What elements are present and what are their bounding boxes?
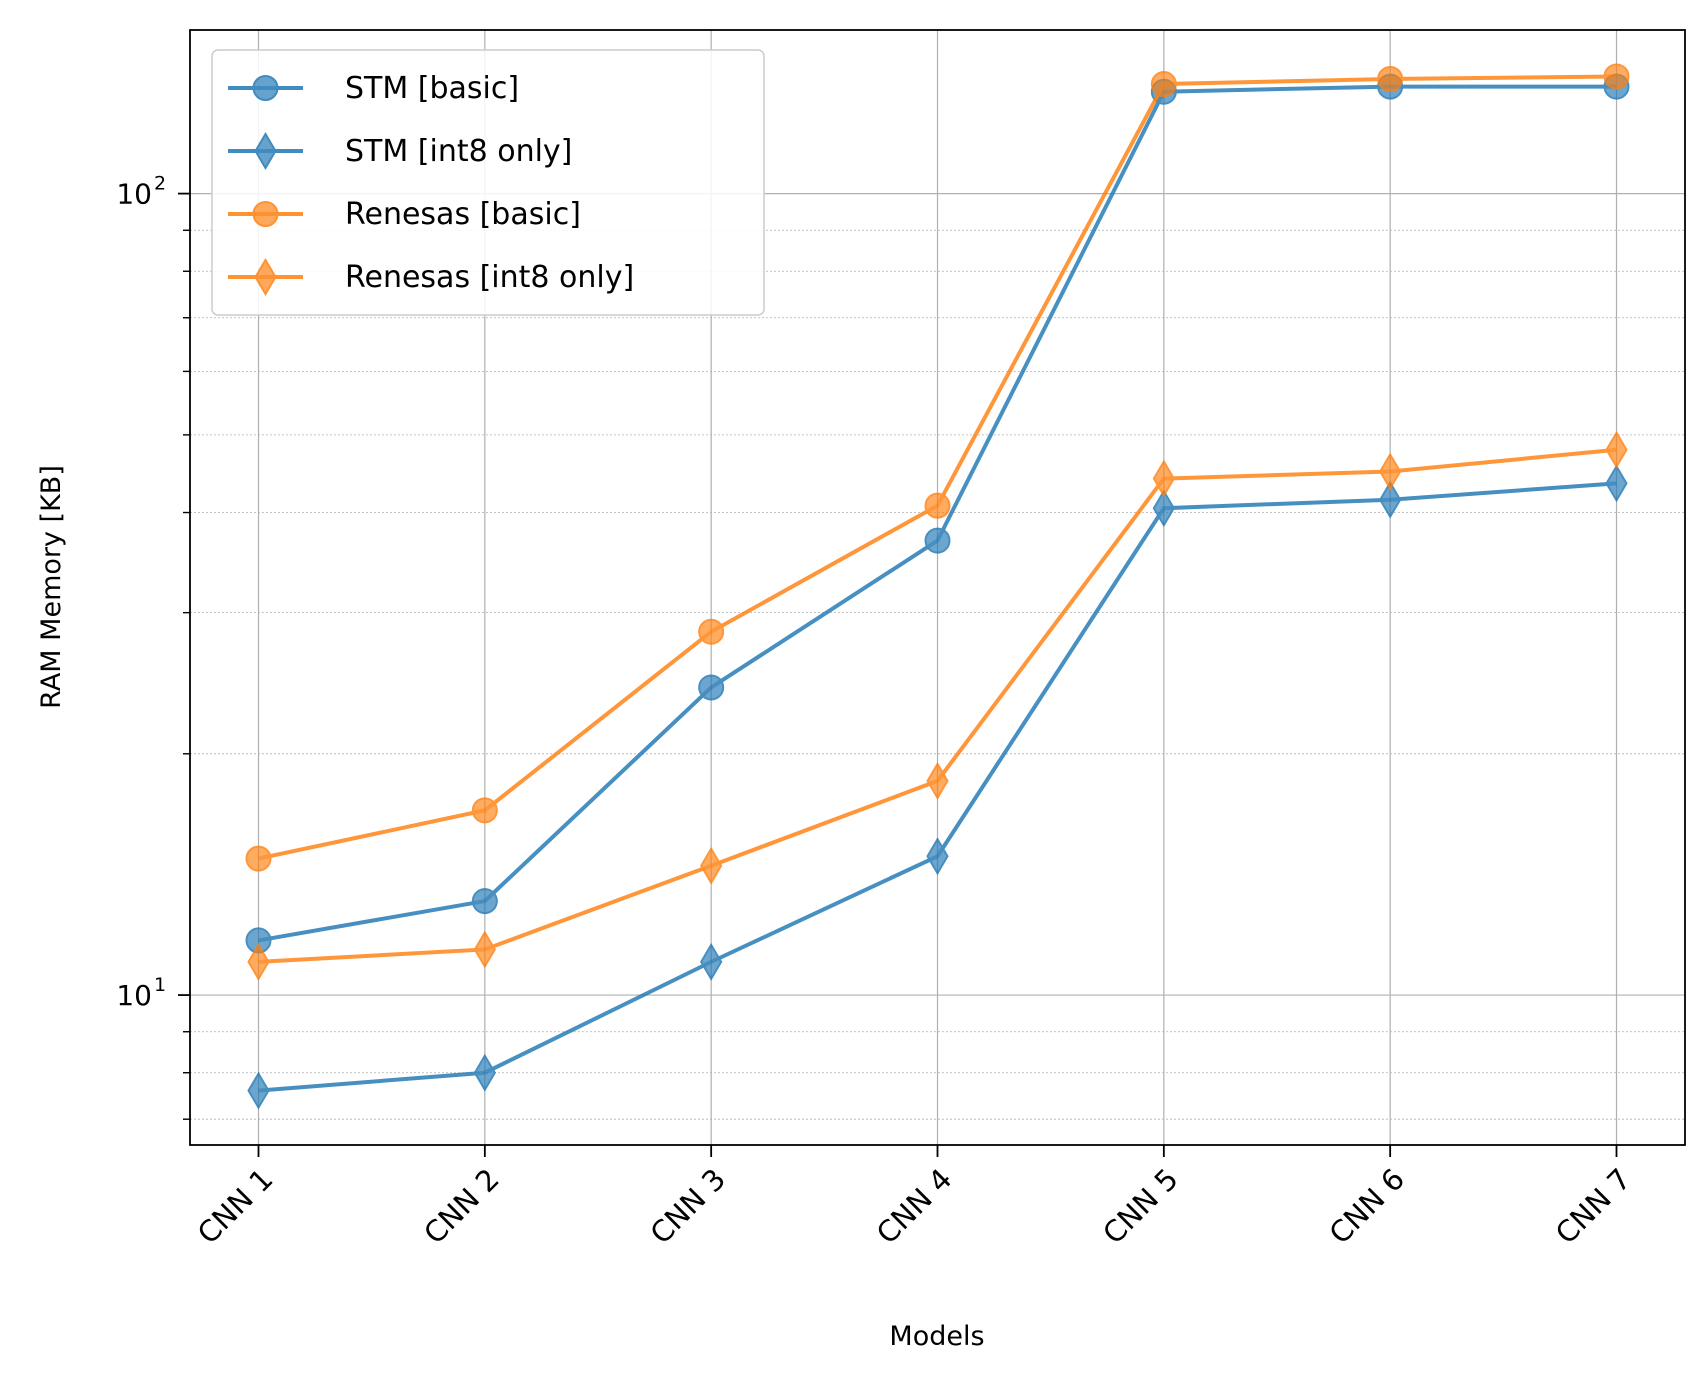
legend-label: STM [basic] <box>345 71 519 106</box>
data-point <box>700 942 723 981</box>
series-stm-int8-only <box>247 464 1628 1110</box>
data-point <box>698 618 725 645</box>
data-point <box>1605 430 1628 469</box>
y-tick-exponent: 1 <box>154 974 166 996</box>
legend-entry <box>228 75 303 101</box>
y-tick-label: 10 <box>116 979 152 1012</box>
data-point <box>245 845 272 872</box>
y-tick-label: 10 <box>116 178 152 211</box>
legend-entry <box>228 132 303 170</box>
legend: STM [basic] STM [int8 only] Renesas [basic… <box>211 49 765 316</box>
data-point <box>700 846 723 885</box>
data-point <box>471 797 498 824</box>
x-tick-label: CNN 2 <box>417 1162 506 1251</box>
legend-entry <box>228 201 303 227</box>
legend-label: STM [int8 only] <box>345 134 572 169</box>
x-tick-label: CNN 4 <box>870 1162 959 1251</box>
data-point <box>1152 489 1175 528</box>
x-tick-label: CNN 1 <box>191 1162 280 1251</box>
data-point <box>247 942 270 981</box>
x-tick-label: CNN 6 <box>1323 1162 1412 1251</box>
legend-label: Renesas [basic] <box>345 197 581 232</box>
data-point <box>1379 452 1402 491</box>
data-point <box>471 888 498 915</box>
data-point <box>252 201 279 227</box>
data-point <box>924 527 951 554</box>
data-point <box>1379 480 1402 519</box>
data-point <box>473 1053 496 1092</box>
legend-label: Renesas [int8 only] <box>345 260 634 295</box>
x-tick-label: CNN 7 <box>1549 1162 1638 1251</box>
series-renesas-basic <box>245 63 1630 872</box>
series-renesas-int8-only <box>247 430 1628 981</box>
x-axis-label: Models <box>889 1321 984 1352</box>
data-point <box>1150 71 1177 98</box>
data-point <box>252 75 279 101</box>
x-tick-label: CNN 5 <box>1096 1162 1185 1251</box>
x-tick-label: CNN 3 <box>644 1162 733 1251</box>
data-point <box>926 761 949 800</box>
data-point <box>698 674 725 701</box>
data-point <box>1605 464 1628 503</box>
series-layer <box>245 63 1630 1110</box>
data-point <box>1603 63 1630 90</box>
y-axis-label: RAM Memory [KB] <box>36 465 67 709</box>
data-point <box>924 492 951 519</box>
data-point <box>1152 459 1175 498</box>
data-point <box>254 258 277 296</box>
y-tick-exponent: 2 <box>154 173 166 195</box>
data-point <box>926 837 949 876</box>
data-point <box>473 930 496 969</box>
legend-entry <box>228 258 303 296</box>
data-point <box>254 132 277 170</box>
data-point <box>247 1071 270 1110</box>
data-point <box>1377 65 1404 92</box>
legend-box <box>211 49 765 316</box>
